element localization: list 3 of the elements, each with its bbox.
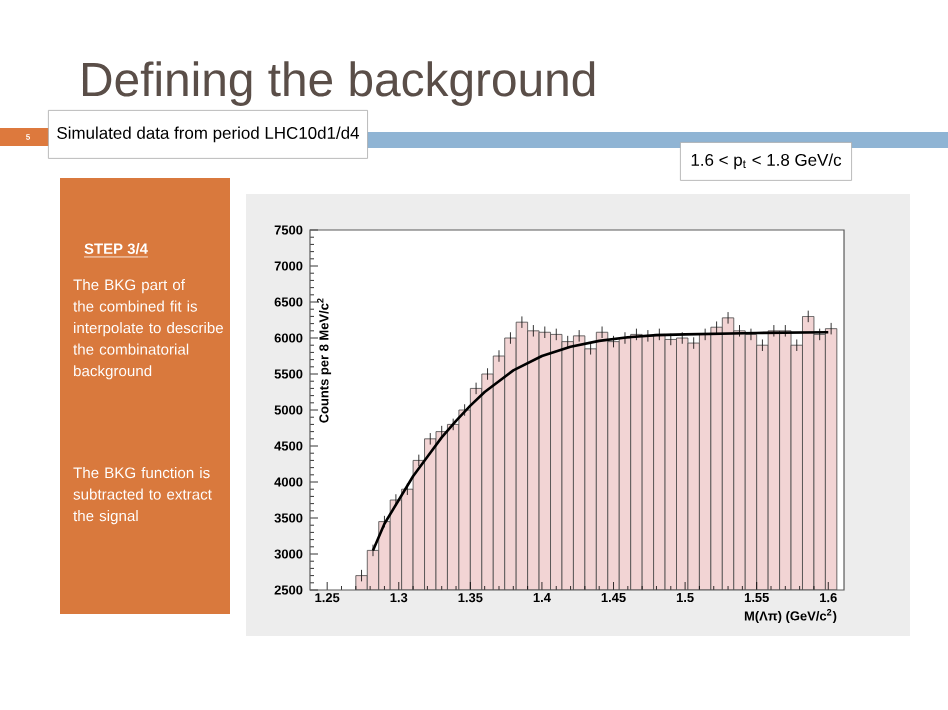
- chart-title: Defining the background: [82, 61, 595, 106]
- text: 1.6 < p$_{t}$ < 1.8 GeV/c: [691, 153, 842, 170]
- text: Simulated data from period LHC10d1/d4: [57, 126, 360, 143]
